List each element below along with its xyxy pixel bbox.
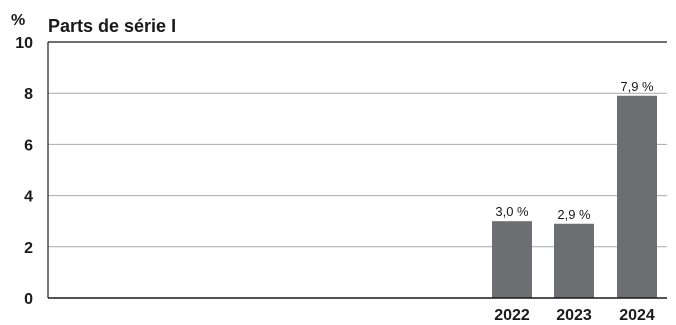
y-tick-label: 10 xyxy=(15,35,33,52)
bar-2024 xyxy=(617,95,657,298)
x-tick-label-2023: 2023 xyxy=(556,307,592,324)
x-tick-label-2022: 2022 xyxy=(494,307,530,324)
data-label-2024: 7,9 % xyxy=(620,79,654,94)
data-label-2022: 3,0 % xyxy=(495,204,529,219)
y-tick-label: 0 xyxy=(24,291,33,308)
x-tick-label-2024: 2024 xyxy=(619,307,655,324)
y-tick-label: 6 xyxy=(24,137,33,154)
bar-2022 xyxy=(492,221,532,298)
data-label-2023: 2,9 % xyxy=(557,207,591,222)
chart-title: Parts de série I xyxy=(48,16,177,36)
y-tick-label: 4 xyxy=(24,189,33,206)
y-tick-label: 8 xyxy=(24,86,33,103)
y-tick-label: 2 xyxy=(24,240,33,257)
bars xyxy=(492,95,657,298)
y-unit-label: % xyxy=(11,12,26,29)
bar-2023 xyxy=(554,223,594,298)
axes xyxy=(47,42,667,299)
labels: 0 2 4 6 8 10 3,0 % 2022 2,9 % 2023 7,9 % 2024 xyxy=(15,35,655,324)
